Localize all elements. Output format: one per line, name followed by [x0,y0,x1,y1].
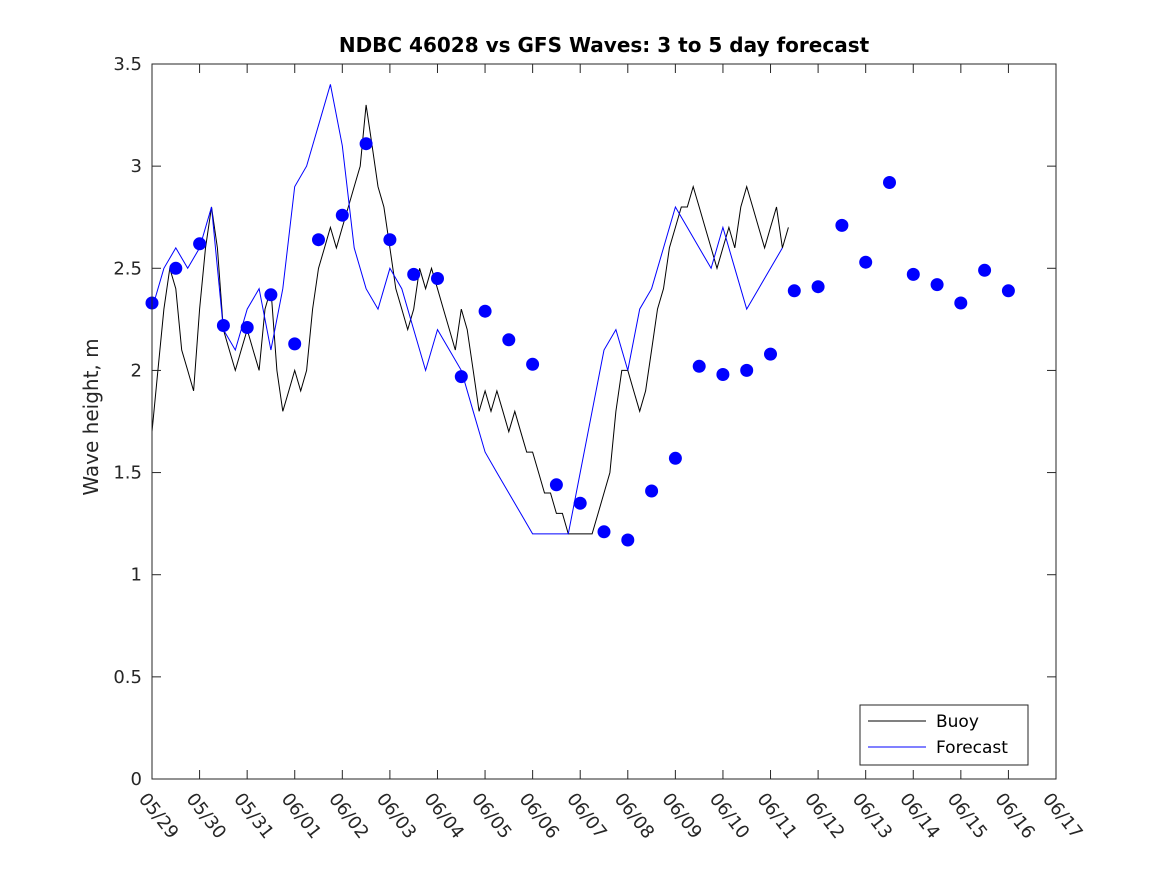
forecast-marker-point [764,347,777,361]
forecast-marker-point [573,496,587,510]
y-tick-label: 3.5 [113,54,142,75]
forecast-marker-point [335,208,349,222]
forecast-marker-point [645,484,659,498]
forecast-marker-point [906,267,920,281]
legend-forecast-label: Forecast [936,738,1008,758]
forecast-marker-point [930,278,944,292]
forecast-marker-point [978,263,992,277]
forecast-marker-point [502,333,516,347]
forecast-marker-point [716,368,730,381]
forecast-marker-point [883,176,896,189]
forecast-marker-point [526,357,540,371]
forecast-marker-point [240,321,254,334]
plot-frame [151,63,1057,780]
forecast-marker-point [1001,284,1015,298]
y-tick-label: 3 [131,156,142,177]
chart-title: NDBC 46028 vs GFS Waves: 3 to 5 day fore… [339,33,870,57]
forecast-marker-point [383,233,397,247]
forecast-marker-point [431,272,444,285]
forecast-marker-point [668,451,682,465]
forecast-marker-point [954,296,968,310]
forecast-marker-point [811,280,825,294]
forecast-series-line [151,84,783,535]
legend-box [859,704,1029,766]
forecast-marker-point [787,284,801,298]
forecast-marker-point [193,237,207,251]
y-tick-label: 2.5 [113,258,142,279]
forecast-marker-point [740,363,754,377]
forecast-marker-point [359,137,373,151]
y-axis-label: Wave height, m [79,338,103,495]
buoy-series-line [151,104,789,535]
y-tick-label: 2 [131,360,142,381]
y-tick-label: 1.5 [113,463,142,484]
forecast-marker-point [597,525,611,539]
y-tick-label: 0.5 [113,667,142,688]
forecast-marker-point [692,359,706,373]
forecast-marker-point [859,255,873,269]
y-tick-label: 0 [131,769,142,790]
forecast-marker-point [169,261,183,275]
forecast-marker-point [478,304,492,318]
forecast-marker-point [288,337,302,351]
forecast-marker-point [549,478,563,492]
forecast-marker-point [407,267,421,281]
forecast-marker-point [835,218,849,232]
forecast-marker-point [216,319,230,332]
y-tick-label: 1 [131,565,142,586]
legend-buoy-label: Buoy [936,712,979,732]
forecast-marker-point [312,233,325,247]
forecast-marker-point [264,288,278,302]
forecast-marker-point [454,370,468,384]
forecast-marker-point [621,533,635,547]
legend: Buoy Forecast [859,704,1029,766]
